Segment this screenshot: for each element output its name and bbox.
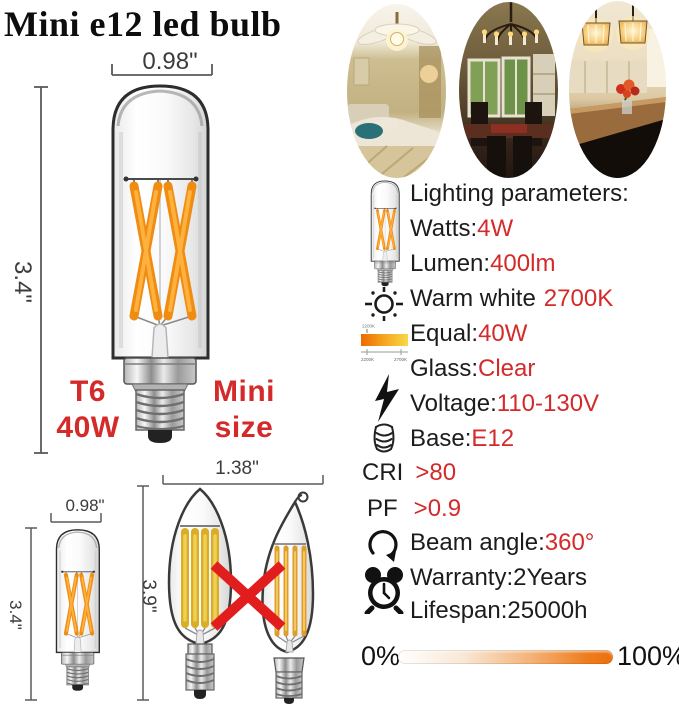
candle-bulb-illustration [167, 487, 233, 699]
param-value: >80 [415, 459, 457, 486]
param-row-pf: PF >0.9 [367, 495, 461, 522]
param-label: Glass: [410, 355, 479, 382]
param-value: Clear [478, 355, 536, 382]
param-value: 110-130V [496, 390, 600, 417]
caption-mini: Mini [213, 375, 275, 408]
param-row-warm-white: Warm white 2700K [410, 285, 613, 312]
main-bulb-width-dimension-line [111, 64, 213, 76]
param-value: 2Years [513, 564, 587, 591]
param-value: 360° [544, 529, 595, 556]
param-row-voltage: Voltage:110-130V [410, 390, 599, 417]
t6-bulb-photo-icon [369, 179, 401, 288]
caption-40w: 40W [56, 411, 120, 444]
param-label: Beam angle: [410, 529, 545, 556]
caption-size: size [214, 411, 274, 444]
lighting-parameters-heading: Lighting parameters: [410, 180, 629, 207]
param-label: Warranty: [410, 564, 514, 591]
red-cross-icon [210, 561, 286, 631]
param-label: Watts: [410, 215, 478, 242]
param-row-base: Base:E12 [410, 425, 514, 452]
candle-height-dimension-line [137, 485, 149, 701]
param-label: Lifespan: [410, 597, 508, 624]
param-row-warranty: Warranty:2Years [410, 564, 587, 591]
param-label: PF [367, 495, 398, 522]
photo-kitchen-pendant-lights [569, 1, 666, 178]
small-t6-bulb-illustration [47, 527, 102, 695]
param-label: Voltage: [410, 390, 497, 417]
param-label: Equal: [410, 320, 479, 347]
color-temp-icon: 2200K 2200K 2700K [361, 324, 408, 362]
rotation-icon [368, 530, 398, 562]
param-value: >0.9 [413, 495, 462, 522]
param-row-glass: Glass:Clear [410, 355, 535, 382]
candle-width-dimension-line [162, 475, 324, 485]
main-bulb-height-dimension-line [34, 86, 48, 454]
param-value: 40W [478, 320, 528, 347]
heading-text: Lighting parameters: [410, 180, 629, 207]
dimmer-gradient-bar [398, 650, 613, 664]
lightning-icon [375, 374, 399, 422]
main-bulb-width-label: 0.98" [142, 48, 198, 75]
param-value: 2700K [543, 285, 614, 312]
param-value: 25000h [507, 597, 588, 624]
param-label: Base: [410, 425, 472, 452]
param-value: 400lm [490, 250, 556, 277]
param-value: E12 [471, 425, 515, 452]
photo-dining-room-chandelier [459, 2, 558, 178]
dimmer-min-label: 0% [361, 641, 401, 671]
param-row-watts: Watts:4W [410, 215, 513, 242]
color-temp-left-label: 2200K [361, 357, 374, 362]
param-value: 4W [477, 215, 514, 242]
param-label: Lumen: [410, 250, 491, 277]
dimmer-max-label: 100% [617, 641, 679, 671]
page-title: Mini e12 led bulb [4, 4, 282, 44]
small-bulb-height-dimension-line [25, 527, 37, 701]
param-row-beam-angle: Beam angle:360° [410, 529, 594, 556]
photo-bedroom-ceiling-fan [347, 4, 446, 178]
small-bulb-width-dimension-line [50, 513, 102, 523]
candle-width-label: 1.38" [215, 458, 259, 479]
candle-height-label: 3.9" [138, 579, 159, 613]
param-row-lumen: Lumen:400lm [410, 250, 555, 277]
param-label: CRI [362, 459, 404, 486]
param-row-lifespan: Lifespan:25000h [410, 597, 588, 624]
sun-icon [365, 287, 403, 321]
color-temp-right-label: 2700K [394, 357, 407, 362]
bulb-type-caption: T6 40W [46, 374, 130, 446]
main-bulb-height-label: 3.4" [9, 261, 36, 303]
caption-t6: T6 [69, 375, 106, 408]
screw-base-icon [373, 423, 395, 453]
param-label: Warm white [410, 285, 536, 312]
small-bulb-width-label: 0.98" [65, 496, 105, 515]
alarm-clock-icon [364, 567, 404, 614]
flower-bouquet [616, 79, 640, 114]
color-temp-top-label: 2200K [362, 324, 375, 329]
small-bulb-height-label: 3.4" [6, 600, 25, 630]
param-row-cri: CRI >80 [362, 459, 456, 486]
bulb-size-caption: Mini size [204, 374, 284, 446]
param-row-equal: Equal:40W [410, 320, 527, 347]
